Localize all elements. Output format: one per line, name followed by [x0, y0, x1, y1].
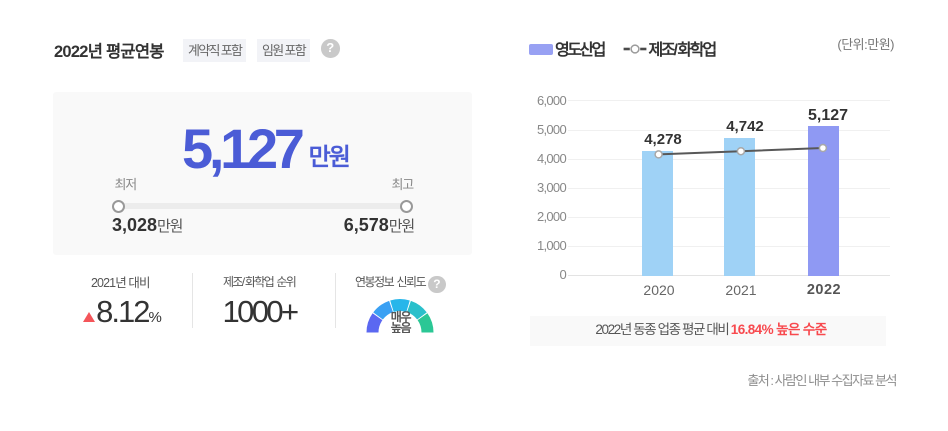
svg-text:높음: 높음 [391, 320, 412, 333]
svg-text:매우: 매우 [391, 309, 412, 324]
